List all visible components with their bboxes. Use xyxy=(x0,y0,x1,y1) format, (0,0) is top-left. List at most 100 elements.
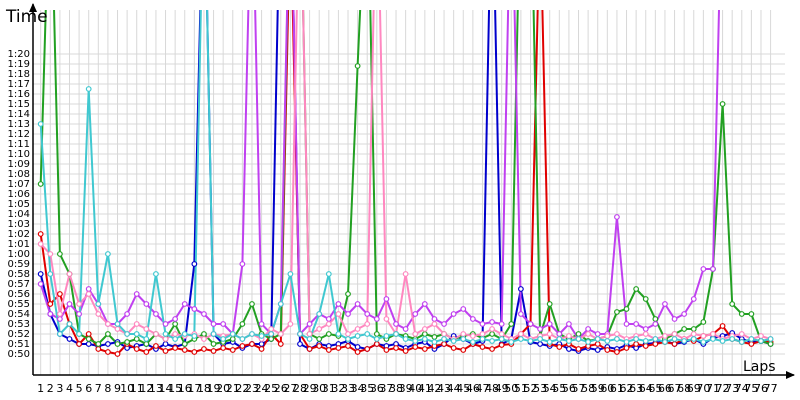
data-point xyxy=(710,331,716,337)
data-point xyxy=(652,341,659,347)
data-point xyxy=(335,311,342,317)
x-tick-label: 35 xyxy=(360,382,374,395)
data-point xyxy=(105,341,111,347)
data-point xyxy=(153,343,159,349)
data-point xyxy=(143,326,150,332)
data-point xyxy=(133,346,140,352)
x-tick-label: 70 xyxy=(696,382,710,395)
data-point xyxy=(767,341,774,347)
data-point xyxy=(143,301,150,307)
y-tick-label: 1:14 xyxy=(8,109,30,120)
data-point xyxy=(85,331,92,337)
data-point xyxy=(124,339,131,345)
x-tick-label: 1 xyxy=(37,382,44,395)
data-point xyxy=(316,343,323,349)
data-point xyxy=(143,349,150,355)
data-point xyxy=(441,321,447,327)
data-point xyxy=(162,348,169,354)
data-point xyxy=(325,347,332,353)
data-point xyxy=(181,347,188,353)
data-point xyxy=(249,341,255,347)
data-point xyxy=(489,346,495,352)
data-point xyxy=(662,333,668,339)
data-point xyxy=(181,301,188,307)
data-point xyxy=(402,336,409,342)
data-point xyxy=(479,336,486,342)
x-tick-label: 7 xyxy=(95,382,102,395)
data-point xyxy=(133,291,140,297)
data-point xyxy=(383,296,390,302)
x-tick-label: 57 xyxy=(572,382,586,395)
data-point xyxy=(105,321,111,327)
data-point xyxy=(633,341,640,347)
y-tick-label: 1:10 xyxy=(8,149,30,160)
data-point xyxy=(76,301,82,307)
data-point xyxy=(748,341,755,347)
data-point xyxy=(143,336,150,342)
data-point xyxy=(114,341,121,347)
x-axis-title: Laps xyxy=(743,359,776,375)
x-tick-label: 11 xyxy=(130,382,144,395)
x-tick-label: 47 xyxy=(475,382,489,395)
data-point xyxy=(172,316,179,322)
y-tick-label: 0:57 xyxy=(8,279,30,290)
x-tick-label: 6 xyxy=(85,382,92,395)
data-point xyxy=(767,336,774,342)
data-point xyxy=(364,331,371,337)
x-tick-label: 53 xyxy=(533,382,547,395)
x-tick-label: 58 xyxy=(581,382,595,395)
data-point xyxy=(758,338,764,344)
data-point xyxy=(229,347,236,353)
data-point xyxy=(700,333,707,339)
data-point xyxy=(37,271,44,277)
x-tick-label: 67 xyxy=(668,382,682,395)
data-point xyxy=(575,336,582,342)
data-point xyxy=(95,311,102,317)
y-tick-label: 1:20 xyxy=(8,49,30,60)
x-tick-label: 68 xyxy=(677,382,691,395)
data-point xyxy=(566,338,572,344)
data-point xyxy=(614,214,620,220)
data-point xyxy=(114,321,121,327)
data-point xyxy=(642,326,649,332)
x-tick-label: 75 xyxy=(744,382,758,395)
data-point xyxy=(47,271,54,277)
data-point xyxy=(633,321,640,327)
x-tick-label: 40 xyxy=(408,382,422,395)
data-point xyxy=(85,86,92,92)
x-tick-label: 43 xyxy=(437,382,451,395)
data-point xyxy=(306,321,313,327)
y-tick-label: 1:03 xyxy=(8,219,30,230)
x-tick-label: 4 xyxy=(66,382,73,395)
x-tick-label: 5 xyxy=(76,382,83,395)
data-point xyxy=(181,331,188,337)
x-tick-label: 44 xyxy=(447,382,461,395)
data-point xyxy=(585,339,592,345)
data-point xyxy=(56,251,63,257)
data-point xyxy=(85,341,92,347)
data-point xyxy=(537,336,543,342)
data-point xyxy=(700,319,707,325)
x-tick-label: 73 xyxy=(725,382,739,395)
data-point xyxy=(373,331,380,337)
data-point xyxy=(220,336,227,342)
data-point xyxy=(56,316,63,322)
data-point xyxy=(56,331,63,337)
y-tick-label: 0:55 xyxy=(8,299,30,310)
data-point xyxy=(191,261,198,267)
data-point xyxy=(556,344,563,350)
data-point xyxy=(566,346,572,352)
data-point xyxy=(614,331,620,337)
x-tick-label: 52 xyxy=(523,382,537,395)
x-axis-arrow xyxy=(786,371,795,379)
data-point xyxy=(517,286,524,292)
data-point xyxy=(325,316,332,322)
x-tick-label: 28 xyxy=(293,382,307,395)
data-point xyxy=(345,343,351,349)
x-tick-label: 20 xyxy=(216,382,230,395)
data-point xyxy=(729,336,736,342)
data-point xyxy=(469,333,476,339)
data-point xyxy=(114,351,121,357)
data-point xyxy=(460,306,467,312)
x-tick-label: 8 xyxy=(104,382,111,395)
